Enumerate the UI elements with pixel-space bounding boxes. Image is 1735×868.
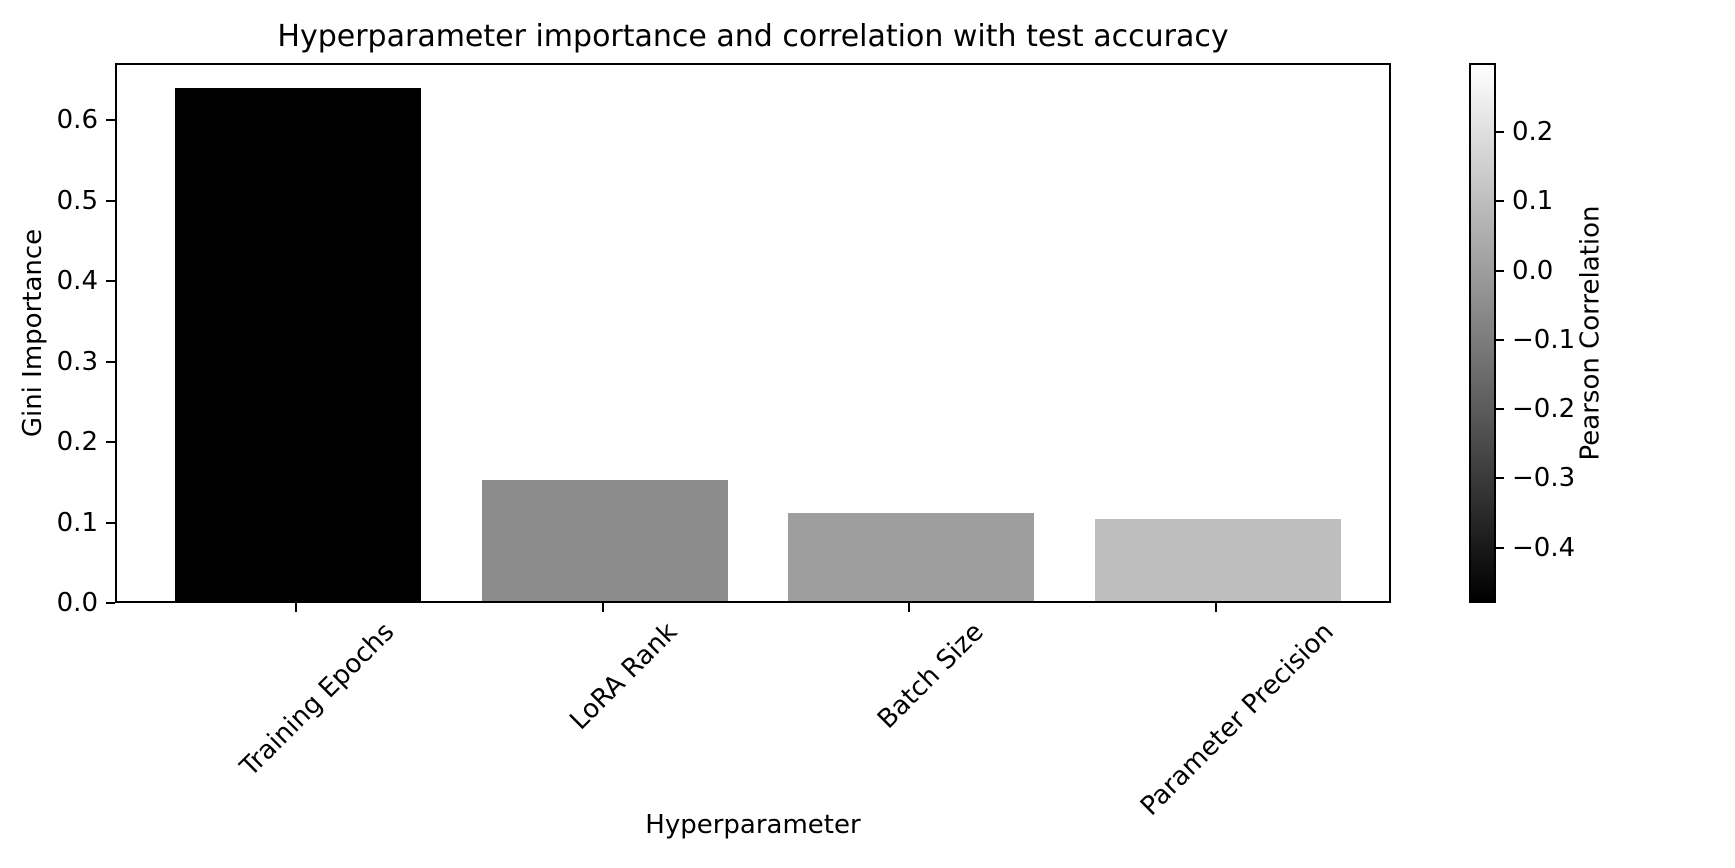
colorbar-tick-label: −0.3 xyxy=(1512,463,1576,494)
y-tick-label: 0.0 xyxy=(56,588,98,618)
bar-lora-rank xyxy=(481,480,728,601)
bar-batch-size xyxy=(788,513,1035,601)
colorbar-tick-mark xyxy=(1496,477,1504,480)
x-tick-mark xyxy=(601,603,604,612)
x-tick-mark xyxy=(908,603,911,612)
y-tick-label: 0.6 xyxy=(56,105,98,136)
y-axis-label: Gini Importance xyxy=(18,228,48,438)
y-tick-mark xyxy=(106,602,115,604)
colorbar-tick-label: 0.2 xyxy=(1512,117,1554,148)
colorbar-tick-mark xyxy=(1496,131,1504,134)
y-tick-label: 0.5 xyxy=(56,185,98,216)
x-tick-label-lora-rank: LoRA Rank xyxy=(564,617,684,736)
y-tick-mark xyxy=(106,521,115,524)
x-axis-label: Hyperparameter xyxy=(645,810,861,840)
x-tick-mark xyxy=(295,603,297,612)
y-tick-mark xyxy=(106,119,115,122)
y-tick-label: 0.3 xyxy=(56,346,98,377)
colorbar-gradient xyxy=(1469,63,1496,603)
y-tick-mark xyxy=(106,199,115,202)
colorbar-label: Pearson Correlation xyxy=(1575,205,1605,461)
bar-parameter-precision xyxy=(1095,518,1341,601)
colorbar-tick-mark xyxy=(1496,546,1504,549)
colorbar-tick-label: −0.1 xyxy=(1512,324,1576,355)
plot-area xyxy=(115,63,1391,603)
y-tick-label: 0.2 xyxy=(56,427,98,458)
y-tick-mark xyxy=(106,441,115,444)
colorbar-tick-label: 0.1 xyxy=(1512,186,1554,217)
colorbar-tick-mark xyxy=(1496,338,1504,341)
colorbar-tick-mark xyxy=(1496,408,1504,411)
x-tick-label-training-epochs: Training Epochs xyxy=(234,617,400,783)
y-tick-mark xyxy=(106,280,115,283)
colorbar-tick-mark xyxy=(1496,269,1504,272)
x-tick-label-batch-size: Batch Size xyxy=(871,617,990,735)
colorbar-label-wrap: Pearson Correlation xyxy=(1568,63,1612,603)
x-tick-label-parameter-precision: Parameter Precision xyxy=(1134,617,1340,822)
colorbar-tick-label: −0.4 xyxy=(1512,532,1576,563)
y-tick-mark xyxy=(106,360,115,363)
x-tick-mark xyxy=(1215,603,1217,612)
y-tick-label: 0.1 xyxy=(56,507,98,538)
colorbar-tick-label: 0.0 xyxy=(1512,255,1554,286)
chart-title: Hyperparameter importance and correlatio… xyxy=(277,19,1229,54)
bar-training-epochs xyxy=(175,88,421,601)
colorbar-tick-label: −0.2 xyxy=(1512,394,1576,425)
colorbar-tick-mark xyxy=(1496,200,1504,203)
y-tick-label: 0.4 xyxy=(56,266,98,297)
